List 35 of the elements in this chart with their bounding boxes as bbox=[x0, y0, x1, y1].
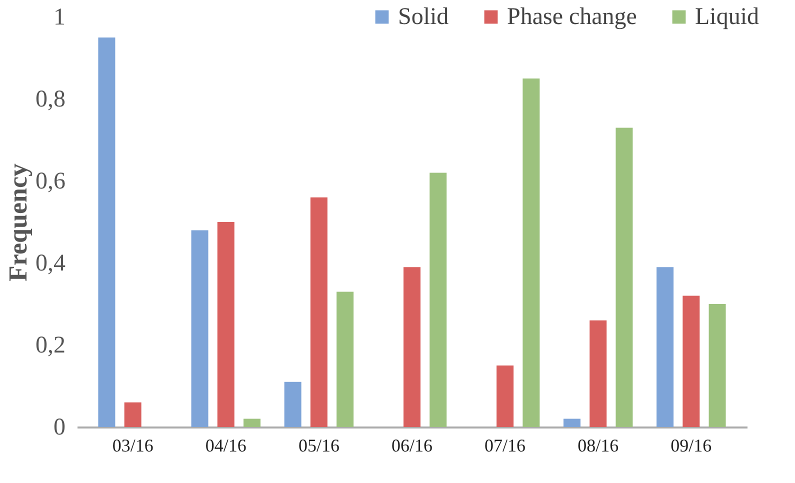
bar bbox=[244, 418, 261, 427]
legend-label: Phase change bbox=[507, 4, 637, 30]
bar bbox=[336, 292, 354, 427]
bar bbox=[656, 267, 674, 427]
y-tick-label: 0,4 bbox=[36, 250, 66, 276]
bar bbox=[708, 304, 726, 427]
y-tick-label: 1 bbox=[54, 4, 66, 30]
bar bbox=[522, 78, 540, 427]
x-tick-label: 09/16 bbox=[670, 436, 712, 456]
legend-label: Liquid bbox=[695, 4, 759, 30]
x-tick-label: 04/16 bbox=[205, 436, 246, 456]
bar bbox=[430, 172, 447, 427]
bar bbox=[191, 230, 208, 427]
y-tick-label: 0,8 bbox=[36, 86, 66, 112]
bar bbox=[496, 366, 514, 427]
bar bbox=[284, 382, 302, 427]
bar bbox=[563, 418, 580, 427]
y-axis-title: Frequency bbox=[4, 164, 32, 282]
x-tick-label: 08/16 bbox=[578, 436, 619, 456]
bar bbox=[590, 320, 607, 427]
bar bbox=[616, 128, 633, 427]
legend-label: Solid bbox=[398, 4, 449, 30]
y-tick-label: 0 bbox=[54, 414, 66, 440]
x-tick-label: 05/16 bbox=[298, 436, 340, 456]
bar bbox=[310, 197, 328, 427]
y-tick-label: 0,2 bbox=[36, 332, 66, 358]
x-tick-label: 06/16 bbox=[391, 436, 433, 456]
x-tick-label: 03/16 bbox=[112, 436, 154, 456]
y-tick-label: 0,6 bbox=[36, 168, 66, 194]
bar bbox=[124, 402, 142, 427]
bar bbox=[682, 296, 700, 427]
bar bbox=[404, 267, 420, 427]
x-tick-label: 07/16 bbox=[484, 436, 526, 456]
bar bbox=[217, 222, 234, 427]
bar bbox=[98, 38, 116, 427]
